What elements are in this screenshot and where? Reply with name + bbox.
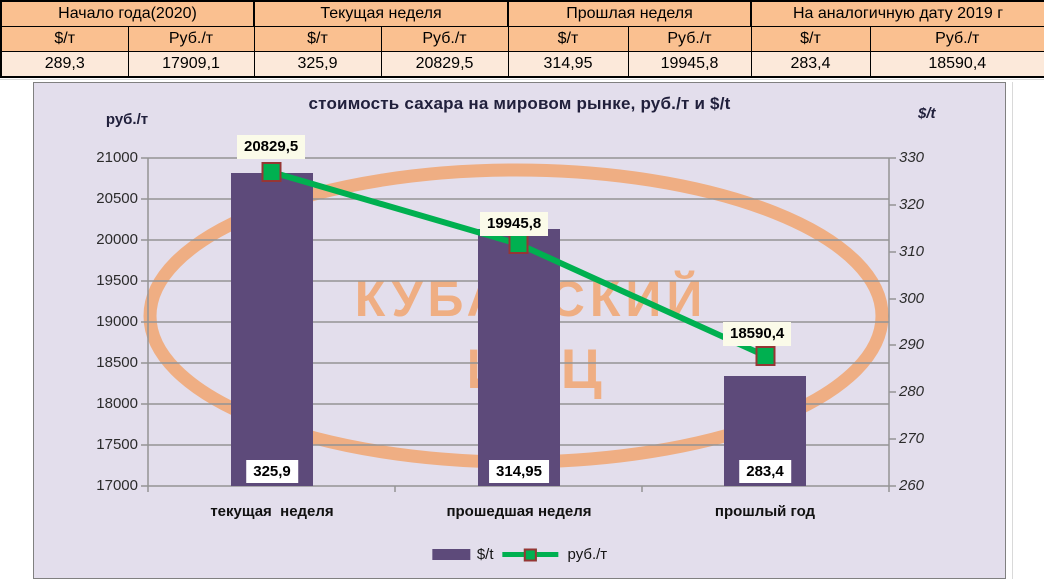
right-tick-label: 330: [899, 149, 925, 166]
x-category-last-year: прошлый год: [714, 503, 816, 520]
legend-bar-label: $/t: [476, 546, 494, 563]
value-cell-current-week-rub[interactable]: 20829,5: [380, 50, 509, 78]
legend-bar-swatch: [431, 549, 470, 560]
value-cell-2019-rub[interactable]: 18590,4: [869, 50, 1044, 78]
value-cell-current-week-usd[interactable]: 325,9: [253, 50, 382, 78]
table-subheader-row: $/т Руб./т $/т Руб./т $/т Руб./т $/т Руб…: [0, 25, 1044, 52]
axes-and-ticks: [141, 157, 896, 492]
value-cell-year-start-usd[interactable]: 289,3: [0, 50, 129, 78]
right-tick-label: 290: [899, 336, 925, 353]
line-marker[interactable]: [755, 346, 776, 366]
left-tick-label: 20500: [96, 190, 138, 207]
chart-legend[interactable]: $/t руб./т: [431, 546, 608, 563]
line-series-rub[interactable]: [34, 83, 1007, 579]
bar-data-label: 283,4: [739, 460, 791, 483]
group-header-last-week[interactable]: Прошлая неделя: [507, 0, 752, 27]
chart-area[interactable]: стоимость сахара на мировом рынке, руб./…: [33, 82, 1006, 579]
value-cell-last-week-usd[interactable]: 314,95: [507, 50, 629, 78]
left-tick-label: 21000: [96, 149, 138, 166]
subheader-usd[interactable]: $/т: [507, 25, 629, 52]
left-tick-label: 20000: [96, 231, 138, 248]
line-marker[interactable]: [508, 234, 529, 254]
bar-data-label: 314,95: [489, 460, 549, 483]
x-category-current-week: текущая неделя: [210, 503, 334, 520]
right-tick-label: 320: [899, 196, 925, 213]
group-header-same-date-2019[interactable]: На аналогичную дату 2019 г: [749, 0, 1044, 27]
bar-last-week[interactable]: [478, 229, 560, 486]
left-tick-label: 17500: [96, 436, 138, 453]
legend-line-swatch: [502, 548, 559, 561]
subheader-usd[interactable]: $/т: [750, 25, 871, 52]
subheader-usd[interactable]: $/т: [0, 25, 129, 52]
legend-line-marker: [524, 548, 538, 561]
table-values-row: 289,3 17909,1 325,9 20829,5 314,95 19945…: [0, 50, 1044, 78]
right-axis-caption: $/t: [918, 105, 936, 122]
right-tick-label: 270: [899, 430, 925, 447]
legend-line-label: руб./т: [567, 546, 608, 563]
right-tick-label: 300: [899, 290, 925, 307]
x-category-last-week: прошедшая неделя: [446, 503, 592, 520]
left-axis-caption: руб./т: [105, 111, 149, 128]
right-tick-label: 310: [899, 243, 925, 260]
worksheet-gridline: [1012, 82, 1013, 579]
left-tick-label: 19000: [96, 313, 138, 330]
left-tick-label: 17000: [96, 477, 138, 494]
chart-title: стоимость сахара на мировом рынке, руб./…: [308, 94, 731, 113]
subheader-rub[interactable]: Руб./т: [380, 25, 509, 52]
line-data-label: 18590,4: [723, 322, 792, 346]
left-tick-label: 18000: [96, 395, 138, 412]
value-cell-2019-usd[interactable]: 283,4: [750, 50, 871, 78]
right-tick-label: 280: [899, 383, 925, 400]
bar-data-label: 325,9: [246, 460, 298, 483]
worksheet-gridline: [0, 79, 1044, 80]
subheader-usd[interactable]: $/т: [253, 25, 382, 52]
summary-table: Начало года(2020) Текущая неделя Прошлая…: [0, 0, 1044, 78]
bar-current-week[interactable]: [231, 173, 313, 486]
subheader-rub[interactable]: Руб./т: [627, 25, 752, 52]
line-marker[interactable]: [261, 162, 282, 182]
value-cell-year-start-rub[interactable]: 17909,1: [127, 50, 255, 78]
left-tick-label: 19500: [96, 272, 138, 289]
subheader-rub[interactable]: Руб./т: [127, 25, 255, 52]
line-data-label: 20829,5: [237, 135, 306, 159]
group-header-current-week[interactable]: Текущая неделя: [253, 0, 509, 27]
value-cell-last-week-rub[interactable]: 19945,8: [627, 50, 752, 78]
subheader-rub[interactable]: Руб./т: [869, 25, 1044, 52]
table-group-header-row: Начало года(2020) Текущая неделя Прошлая…: [0, 0, 1044, 27]
left-tick-label: 18500: [96, 354, 138, 371]
right-tick-label: 260: [899, 477, 925, 494]
line-data-label: 19945,8: [480, 212, 549, 236]
group-header-year-start[interactable]: Начало года(2020): [0, 0, 255, 27]
